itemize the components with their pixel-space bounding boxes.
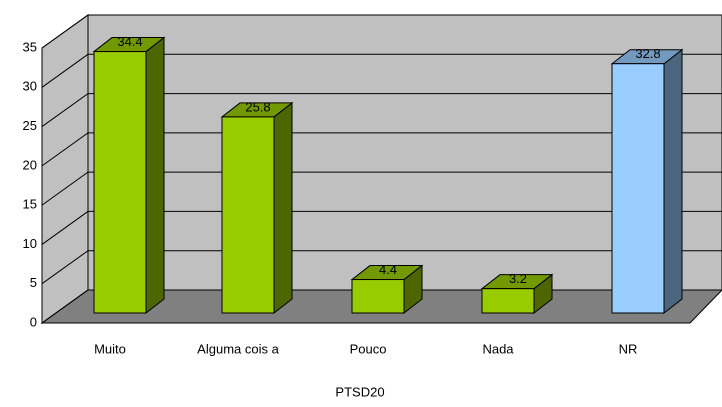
data-label: 4.4 bbox=[379, 262, 397, 277]
bar-side bbox=[663, 48, 683, 315]
x-axis-label: PTSD20 bbox=[335, 384, 384, 399]
y-tick-label: 5 bbox=[30, 275, 37, 290]
grid-line bbox=[41, 93, 722, 127]
grid-line bbox=[41, 14, 722, 49]
x-tick-label: Pouco bbox=[350, 341, 387, 356]
grid-line bbox=[41, 210, 722, 245]
bar bbox=[93, 51, 147, 314]
data-label: 34.4 bbox=[117, 34, 142, 49]
bar bbox=[221, 116, 275, 314]
bar-side bbox=[145, 36, 165, 315]
side-wall bbox=[41, 14, 89, 324]
grid-line bbox=[41, 132, 722, 167]
y-tick-label: 35 bbox=[23, 39, 37, 54]
data-label: 3.2 bbox=[509, 271, 527, 286]
y-tick-label: 20 bbox=[23, 157, 37, 172]
x-tick-label: Nada bbox=[482, 341, 514, 356]
grid-line bbox=[41, 171, 722, 206]
data-label: 32.8 bbox=[635, 46, 660, 61]
x-tick-label: Muito bbox=[94, 341, 126, 356]
x-tick-label: NR bbox=[619, 341, 638, 356]
y-tick-label: 30 bbox=[23, 79, 37, 94]
bar bbox=[481, 288, 535, 314]
y-tick-label: 10 bbox=[23, 236, 37, 251]
y-tick-label: 0 bbox=[30, 314, 37, 329]
y-tick-label: 25 bbox=[23, 118, 37, 133]
grid-line bbox=[41, 250, 722, 285]
bar-side bbox=[273, 101, 293, 315]
bar bbox=[611, 63, 665, 314]
x-tick-label: Alguma cois a bbox=[197, 341, 279, 356]
data-label: 25.8 bbox=[245, 99, 270, 114]
bar bbox=[351, 279, 405, 314]
y-tick-label: 15 bbox=[23, 197, 37, 212]
grid-line bbox=[41, 53, 722, 88]
